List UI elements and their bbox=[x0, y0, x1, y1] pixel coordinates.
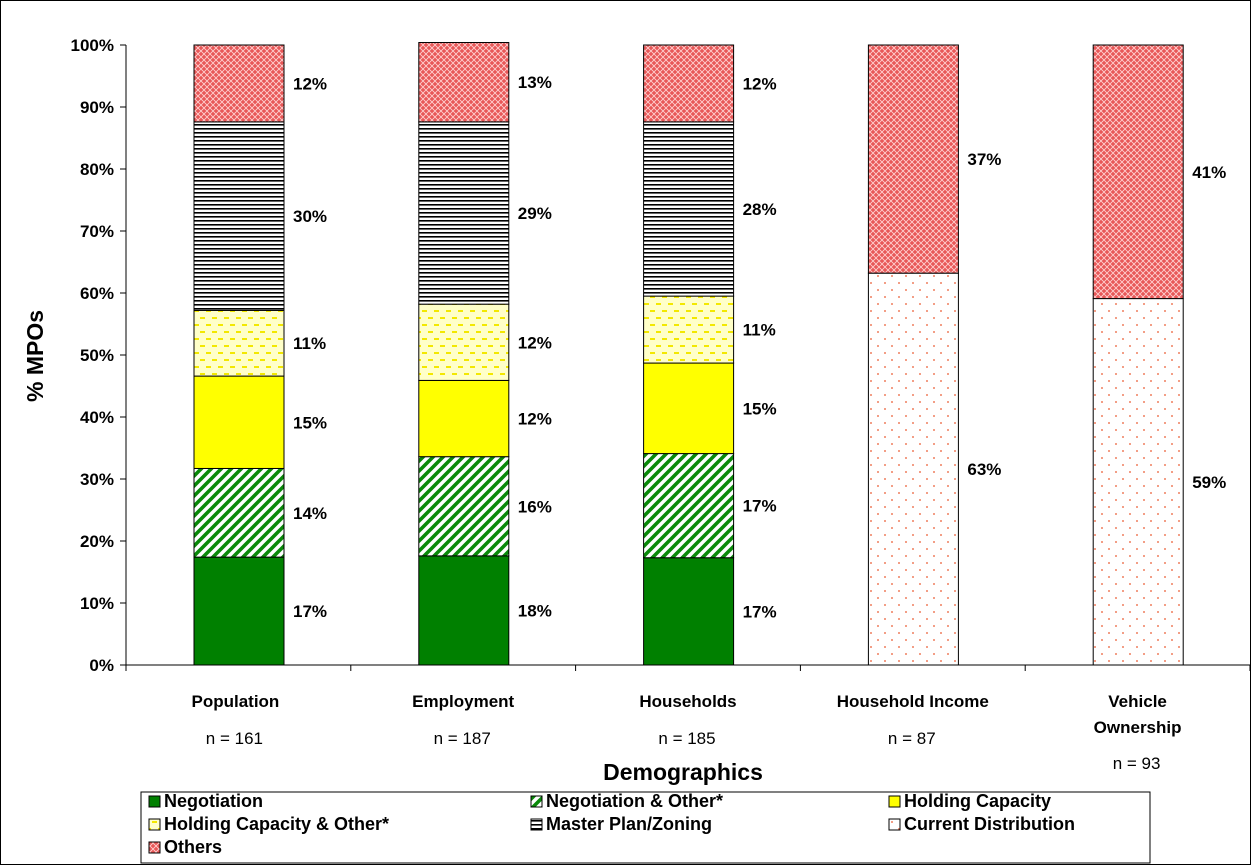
data-label: 15% bbox=[293, 413, 327, 432]
y-tick-label: 70% bbox=[80, 222, 114, 241]
category-label: Population bbox=[191, 692, 279, 711]
bar-segment-current-distribution bbox=[868, 273, 958, 665]
data-label: 12% bbox=[743, 74, 777, 93]
category-label: Vehicle bbox=[1108, 692, 1167, 711]
sample-size-label: n = 185 bbox=[658, 729, 715, 748]
bar-segment-current-distribution bbox=[1093, 299, 1183, 665]
y-tick-label: 0% bbox=[89, 656, 114, 675]
y-tick-label: 10% bbox=[80, 594, 114, 613]
y-tick-label: 80% bbox=[80, 160, 114, 179]
bar-segment-master-plan-zoning bbox=[644, 122, 734, 296]
legend-swatch bbox=[149, 819, 160, 830]
y-tick-label: 40% bbox=[80, 408, 114, 427]
data-label: 13% bbox=[518, 73, 552, 92]
y-axis: 0% 10% 20% 30% 40% 50% 60% 70% 80% 90% 100% bbox=[71, 36, 126, 675]
bar-segment-negotiation bbox=[194, 557, 284, 665]
data-label: 12% bbox=[518, 410, 552, 429]
legend-label: Negotiation bbox=[164, 791, 263, 811]
sample-size-label: n = 161 bbox=[206, 729, 263, 748]
sample-size-label: n = 187 bbox=[434, 729, 491, 748]
y-tick-label: 90% bbox=[80, 98, 114, 117]
data-label: 18% bbox=[518, 601, 552, 620]
bar-segment-others bbox=[419, 43, 509, 122]
sample-size-label: n = 93 bbox=[1113, 754, 1161, 773]
legend-swatch bbox=[889, 796, 900, 807]
data-label: 29% bbox=[518, 204, 552, 223]
data-label: 17% bbox=[293, 602, 327, 621]
legend-label: Others bbox=[164, 837, 222, 857]
y-tick-label: 60% bbox=[80, 284, 114, 303]
bar-segment-negotiation-other bbox=[194, 468, 284, 557]
bar-segment-others bbox=[194, 45, 284, 122]
data-label: 12% bbox=[293, 74, 327, 93]
data-label: 12% bbox=[518, 333, 552, 352]
data-label: 59% bbox=[1192, 473, 1226, 492]
bar-segment-holding-capacity-other bbox=[644, 296, 734, 363]
data-label: 28% bbox=[743, 200, 777, 219]
bar-segment-others bbox=[1093, 45, 1183, 299]
bar-segment-master-plan-zoning bbox=[194, 122, 284, 310]
bar-segment-negotiation bbox=[419, 556, 509, 665]
x-axis-title: Demographics bbox=[603, 759, 763, 785]
bar-segment-holding-capacity bbox=[644, 363, 734, 454]
bar-segment-negotiation-other bbox=[644, 454, 734, 558]
data-label: 37% bbox=[967, 150, 1001, 169]
data-label: 11% bbox=[293, 334, 326, 353]
legend-swatch bbox=[149, 842, 160, 853]
category-label: Employment bbox=[412, 692, 514, 711]
x-axis: Population n = 161 Employment n = 187 Househ… bbox=[126, 665, 1250, 773]
bar-segment-negotiation-other bbox=[419, 457, 509, 556]
bar-segment-master-plan-zoning bbox=[419, 122, 509, 304]
bar-segment-others bbox=[644, 45, 734, 122]
legend-swatch bbox=[531, 796, 542, 807]
y-tick-label: 20% bbox=[80, 532, 114, 551]
category-label: Ownership bbox=[1094, 718, 1182, 737]
y-axis-title: % MPOs bbox=[22, 310, 48, 402]
legend-swatch bbox=[889, 819, 900, 830]
bar-segment-others bbox=[868, 45, 958, 273]
legend: Negotiation Negotiation & Other* Holding C… bbox=[141, 791, 1150, 863]
plot-area: 17% 18% 17% 14% 16% 17% 15% 12% 15% 11% 12% 11% 30% 2… bbox=[194, 43, 1226, 665]
bar-segment-negotiation bbox=[644, 558, 734, 665]
legend-swatch bbox=[531, 819, 542, 830]
data-label: 63% bbox=[967, 460, 1001, 479]
legend-label: Holding Capacity & Other* bbox=[164, 814, 389, 834]
data-label: 16% bbox=[518, 497, 552, 516]
y-tick-label: 50% bbox=[80, 346, 114, 365]
legend-label: Current Distribution bbox=[904, 814, 1075, 834]
legend-swatch bbox=[149, 796, 160, 807]
bar-segment-holding-capacity bbox=[194, 376, 284, 468]
data-label: 17% bbox=[743, 497, 777, 516]
category-label: Household Income bbox=[837, 692, 989, 711]
data-label: 14% bbox=[293, 504, 327, 523]
bar-segment-holding-capacity-other bbox=[419, 304, 509, 380]
data-label: 15% bbox=[743, 399, 777, 418]
category-label: Households bbox=[639, 692, 736, 711]
data-label: 30% bbox=[293, 207, 327, 226]
data-label: 11% bbox=[743, 321, 776, 340]
y-tick-label: 30% bbox=[80, 470, 114, 489]
bar-segment-holding-capacity-other bbox=[194, 310, 284, 376]
y-tick-label: 100% bbox=[71, 36, 114, 55]
legend-label: Negotiation & Other* bbox=[546, 791, 723, 811]
legend-label: Master Plan/Zoning bbox=[546, 814, 712, 834]
bar-segment-holding-capacity bbox=[419, 380, 509, 456]
legend-label: Holding Capacity bbox=[904, 791, 1051, 811]
sample-size-label: n = 87 bbox=[888, 729, 936, 748]
data-label: 17% bbox=[743, 602, 777, 621]
data-label: 41% bbox=[1192, 163, 1226, 182]
